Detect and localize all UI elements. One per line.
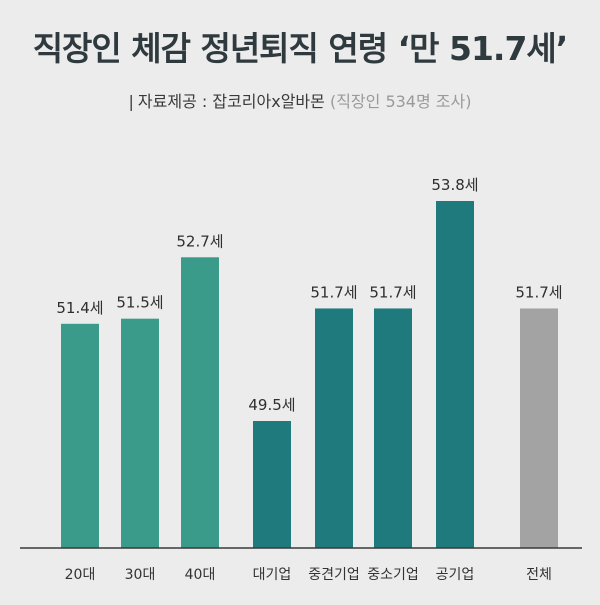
bar-중소기업	[374, 308, 412, 548]
bar-공기업	[436, 201, 474, 548]
bar-30대	[121, 318, 159, 548]
tick-label-40대: 40대	[185, 567, 216, 583]
data-label-공기업: 53.8세	[431, 176, 478, 194]
bar-대기업	[253, 421, 291, 548]
bar-40대	[181, 257, 219, 548]
bar-전체	[520, 308, 558, 548]
tick-label-대기업: 대기업	[253, 567, 292, 583]
chart-title: 직장인 체감 정년퇴직 연령 ‘만 51.7세’	[32, 29, 569, 68]
survey-note: (직장인 534명 조사)	[329, 92, 472, 111]
subtitle-divider: |	[128, 92, 134, 111]
data-label-30대: 51.5세	[116, 294, 163, 312]
data-label-40대: 52.7세	[176, 232, 223, 250]
tick-label-전체: 전체	[526, 567, 552, 583]
data-label-대기업: 49.5세	[248, 396, 295, 414]
tick-label-중소기업: 중소기업	[367, 567, 419, 583]
tick-label-중견기업: 중견기업	[308, 567, 360, 583]
chart-subtitle: | 자료제공 : 잡코리아x알바몬 (직장인 534명 조사)	[0, 88, 600, 112]
bar-중견기업	[315, 308, 353, 548]
data-label-전체: 51.7세	[515, 283, 562, 301]
bar-20대	[61, 323, 99, 548]
tick-label-30대: 30대	[125, 567, 156, 583]
data-label-20대: 51.4세	[56, 299, 103, 317]
data-label-중견기업: 51.7세	[310, 283, 357, 301]
data-label-중소기업: 51.7세	[369, 283, 416, 301]
tick-label-20대: 20대	[65, 567, 96, 583]
source-text: 자료제공 : 잡코리아x알바몬	[137, 92, 325, 111]
tick-label-공기업: 공기업	[436, 567, 475, 583]
